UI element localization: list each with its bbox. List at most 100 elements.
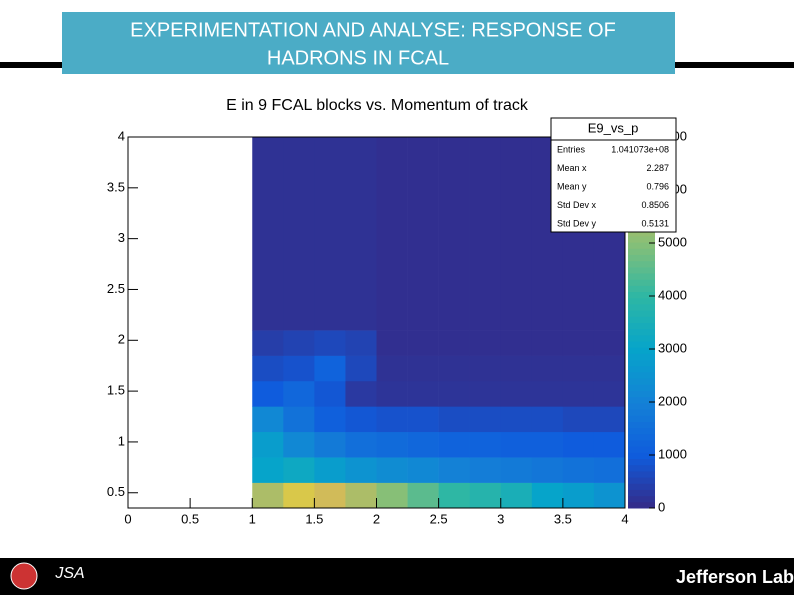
heat-cell — [438, 355, 470, 382]
colorbar-step — [628, 371, 655, 379]
stats-label: Std Dev y — [557, 218, 597, 228]
colorbar-step — [628, 260, 655, 268]
colorbar-step — [628, 396, 655, 404]
heat-cell — [531, 330, 564, 356]
heat-cell — [531, 380, 564, 407]
heat-cell — [283, 380, 315, 407]
heat-cell — [314, 482, 346, 509]
heat-cell — [314, 355, 346, 382]
heat-cell — [376, 330, 408, 356]
heat-cell — [376, 457, 408, 483]
heat-cell — [252, 137, 284, 331]
z-tick-label: 4000 — [658, 287, 687, 302]
colorbar-step — [628, 439, 655, 447]
heat-cell — [593, 380, 626, 407]
colorbar-step — [628, 322, 655, 330]
colorbar-step — [628, 458, 655, 466]
heat-cell — [345, 482, 377, 509]
heat-cell — [407, 482, 439, 509]
colorbar-step — [628, 266, 655, 274]
colorbar-step — [628, 291, 655, 299]
colorbar-step — [628, 452, 655, 460]
heat-cell — [407, 380, 439, 407]
heat-cell — [314, 406, 346, 433]
heat-cell — [438, 457, 470, 483]
heat-cell — [500, 330, 533, 356]
y-tick-label: 3 — [118, 230, 125, 245]
slide-title: HADRONS IN FCAL — [267, 47, 449, 69]
heat-cell — [500, 355, 533, 382]
heat-cell — [469, 406, 502, 433]
colorbar-step — [628, 310, 655, 317]
footer-logo: Jefferson Lab — [676, 567, 794, 587]
colorbar-step — [628, 254, 655, 262]
footer-logo: JSA — [54, 565, 84, 582]
heat-cell — [531, 431, 564, 458]
heat-cell — [500, 482, 533, 509]
heat-cell — [345, 457, 377, 483]
heat-cell — [531, 457, 564, 483]
heat-cell — [469, 431, 502, 458]
heat-cell — [438, 380, 470, 407]
stats-label: Std Dev x — [557, 200, 597, 210]
x-tick-label: 1 — [249, 511, 256, 526]
colorbar-step — [628, 477, 655, 484]
y-tick-label: 1.5 — [107, 383, 125, 398]
heat-cell — [345, 406, 377, 433]
heat-cell — [438, 482, 470, 509]
stats-label: Mean y — [557, 181, 587, 191]
colorbar-step — [628, 495, 655, 503]
heat-cell — [500, 137, 533, 331]
heat-cell — [531, 406, 564, 433]
heat-cell — [345, 431, 377, 458]
heat-cell — [283, 457, 315, 483]
heat-cell — [438, 137, 470, 331]
heat-cell — [531, 355, 564, 382]
plot: 0 0.5 1 1.5 2 2.5 3 3.5 4 0.5 1 1.5 2 2.5 3 3.5 4 0 1000 20… — [107, 117, 687, 526]
heat-cell — [345, 330, 377, 356]
chart-title: E in 9 FCAL blocks vs. Momentum of track — [226, 97, 529, 114]
heat-cell — [469, 355, 502, 382]
stats-name: E9_vs_p — [588, 120, 639, 135]
logo — [10, 562, 38, 590]
heat-cell — [407, 330, 439, 356]
header-box — [62, 12, 675, 74]
colorbar-step — [628, 229, 655, 237]
colorbar-step — [628, 421, 655, 429]
heat-cell — [407, 355, 439, 382]
heat-cell — [252, 406, 284, 433]
heat-cell — [376, 431, 408, 458]
slide-title: EXPERIMENTATION AND ANALYSE: RESPONSE OF — [130, 19, 616, 41]
stats-label: Entries — [557, 144, 586, 154]
heat-cell — [252, 355, 284, 382]
heat-cell — [562, 380, 595, 407]
heat-cell — [314, 457, 346, 483]
heat-cell — [283, 137, 315, 331]
footer — [0, 558, 794, 595]
heat-cell — [562, 406, 595, 433]
stats-value: 0.796 — [646, 181, 669, 191]
heat-cell — [283, 431, 315, 458]
heat-cell — [593, 482, 626, 509]
heat-cell — [345, 355, 377, 382]
heat-cell — [562, 431, 595, 458]
colorbar-step — [628, 390, 655, 398]
heat-cell — [562, 482, 595, 509]
heat-cell — [283, 482, 315, 509]
heat-cell — [469, 457, 502, 483]
colorbar-step — [628, 464, 655, 472]
heat-cell — [500, 431, 533, 458]
colorbar-step — [628, 384, 655, 392]
y-tick-label: 1 — [118, 433, 125, 448]
x-tick-label: 2 — [373, 511, 380, 526]
x-tick-label: 1.5 — [305, 511, 323, 526]
x-tick-label: 3.5 — [554, 511, 572, 526]
heat-cell — [469, 330, 502, 356]
heat-cell — [314, 330, 346, 356]
colorbar-step — [628, 378, 655, 385]
colorbar-step — [628, 353, 655, 361]
x-tick-label: 0.5 — [181, 511, 199, 526]
heat-cell — [376, 482, 408, 509]
colorbar-step — [628, 316, 655, 323]
